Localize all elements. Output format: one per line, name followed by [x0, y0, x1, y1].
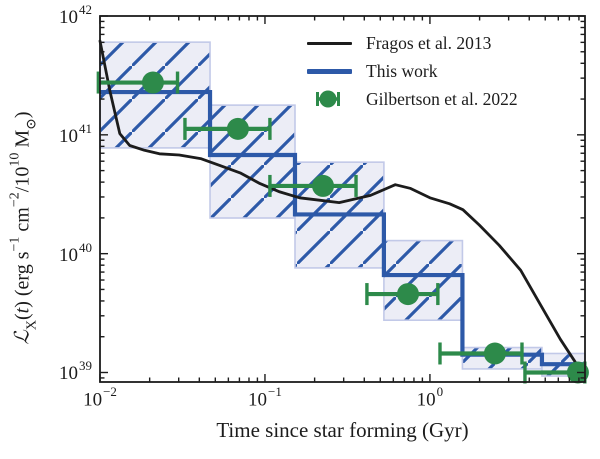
tick-exp: 0 — [436, 384, 444, 399]
band-hatch — [210, 105, 295, 219]
errorbar-marker-icon — [316, 90, 340, 108]
black-line-swatch — [293, 41, 359, 45]
tick-base: 10 — [59, 363, 78, 385]
y-tick-label: 1039 — [59, 358, 92, 385]
sun-symbol: ⊙ — [24, 118, 40, 130]
tick-exp: −2 — [103, 384, 117, 399]
tick-exp: −1 — [268, 384, 282, 399]
band-hatch — [100, 42, 211, 148]
legend-item-this-work: This work — [293, 57, 518, 85]
legend-label: This work — [366, 60, 438, 81]
y-tick-label: 1040 — [59, 239, 92, 266]
x-tick-label: 10−1 — [248, 384, 282, 411]
tick-base: 10 — [83, 389, 103, 411]
this-work-step-line — [100, 89, 585, 367]
data-point — [312, 174, 335, 197]
green-marker-swatch — [293, 87, 359, 111]
data-point — [483, 342, 506, 365]
band-hatch — [383, 240, 463, 321]
script-L: ℒ — [9, 330, 34, 345]
tick-base: 10 — [59, 125, 78, 147]
legend-item-gilbertson: Gilbertson et al. 2022 — [293, 85, 518, 113]
x-tick-label: 10−2 — [83, 384, 117, 411]
tick-exp: 41 — [79, 120, 92, 136]
tick-marks — [99, 15, 585, 382]
tick-base: 10 — [416, 389, 436, 411]
legend-label: Gilbertson et al. 2022 — [366, 88, 518, 109]
tick-base: 10 — [248, 389, 268, 411]
y-tick-label: 1042 — [59, 1, 92, 29]
tick-exp: 40 — [79, 239, 92, 255]
legend-item-fragos: Fragos et al. 2013 — [293, 29, 518, 57]
legend: Fragos et al. 2013 This work Gilbertson … — [293, 29, 518, 113]
data-point — [226, 117, 249, 140]
tick-exp: 39 — [79, 358, 92, 374]
legend-label: Fragos et al. 2013 — [366, 32, 492, 53]
x-tick-label: 100 — [416, 384, 444, 411]
blue-line-swatch — [293, 68, 359, 74]
tick-base: 10 — [59, 244, 78, 266]
x-axis-label: Time since star forming (Gyr) — [216, 418, 469, 442]
y-tick-label: 1041 — [59, 120, 92, 147]
data-point — [396, 283, 419, 306]
tick-exp: 42 — [79, 1, 92, 17]
tick-base: 10 — [59, 7, 78, 29]
uncertainty-bands — [99, 41, 586, 377]
gilbertson-points — [96, 71, 589, 384]
fragos-curve — [98, 39, 587, 383]
axes-spines — [99, 15, 586, 383]
y-axis-label: ℒX(t) (erg s−1 cm−2/1010 M⊙) — [7, 111, 40, 345]
data-point — [141, 71, 164, 94]
